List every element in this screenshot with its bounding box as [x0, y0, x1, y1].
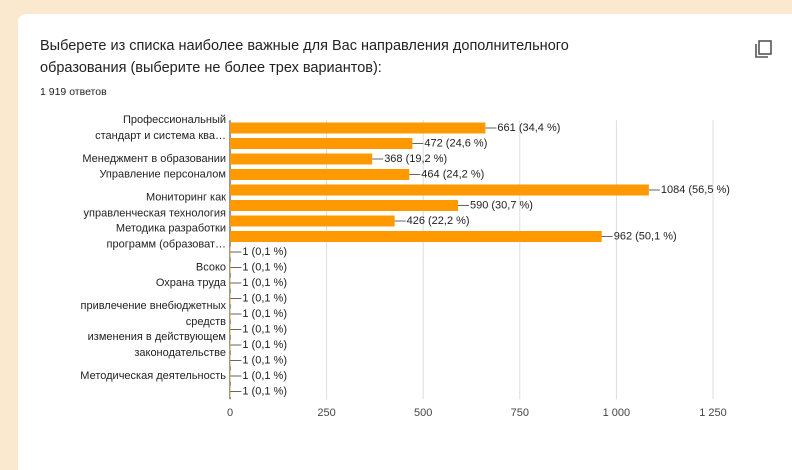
value-label: 426 (22,2 %) — [407, 215, 470, 227]
value-label: 590 (30,7 %) — [470, 199, 533, 211]
bar — [230, 122, 486, 134]
value-label: 472 (24,6 %) — [424, 137, 487, 149]
bar — [230, 293, 231, 304]
response-count: 1 919 ответов — [40, 86, 107, 98]
value-label: 368 (19,2 %) — [384, 153, 447, 165]
category-label-line: Методика разработки — [116, 222, 226, 234]
card — [18, 14, 792, 470]
bar — [230, 246, 231, 258]
bar — [230, 153, 373, 165]
bar — [230, 169, 410, 180]
category-label-line: программ (образоват… — [107, 238, 227, 250]
bar — [230, 355, 231, 366]
bar — [230, 262, 231, 273]
bar — [230, 231, 602, 242]
x-tick-label: 250 — [317, 407, 335, 419]
question-title-line: Выберете из списка наиболее важные для В… — [40, 38, 569, 54]
category-label: Мониторинг как управленческая технология — [84, 191, 227, 219]
value-label: 1 (0,1 %) — [242, 370, 287, 382]
value-label: 1 (0,1 %) — [242, 354, 287, 366]
category-label: Охрана труда — [156, 277, 227, 289]
bar — [230, 386, 231, 397]
category-label: Методика разработки программ (образоват… — [107, 222, 227, 250]
bar — [230, 277, 231, 289]
bar — [230, 324, 231, 335]
category-label: Управление персоналом — [99, 168, 226, 180]
category-label-line: Мониторинг как — [146, 191, 226, 203]
value-label: 1 (0,1 %) — [242, 339, 287, 351]
category-label-line: стандарт и система ква… — [95, 130, 226, 142]
question-title-line: образования (выберите не более трех вари… — [40, 60, 382, 76]
value-label: 661 (34,4 %) — [497, 122, 560, 134]
category-label: изменения в действующем законодательстве — [88, 331, 226, 359]
x-tick-label: 500 — [414, 407, 432, 419]
category-label: привлечение внебюджетных средств — [81, 300, 227, 328]
bar — [230, 308, 231, 320]
value-label: 1 (0,1 %) — [242, 323, 287, 335]
category-label: Всоко — [196, 261, 226, 273]
category-label: Методическая деятельность — [80, 370, 226, 382]
category-label-line: изменения в действующем — [88, 331, 226, 343]
category-label-line: законодательстве — [134, 347, 226, 359]
category-label-line: средств — [186, 316, 226, 328]
bar — [230, 215, 395, 227]
bar — [230, 184, 649, 196]
value-label: 1084 (56,5 %) — [661, 184, 730, 196]
category-label-line: управленческая технология — [84, 207, 226, 219]
bar — [230, 339, 231, 351]
value-label: 1 (0,1 %) — [242, 385, 287, 397]
category-label-line: Профессиональный — [123, 114, 226, 126]
x-tick-label: 1 000 — [603, 407, 631, 419]
value-label: 1 (0,1 %) — [242, 292, 287, 304]
copy-icon[interactable] — [755, 40, 772, 58]
x-tick-label: 750 — [511, 407, 529, 419]
x-tick-label: 0 — [227, 407, 233, 419]
bar — [230, 138, 413, 149]
value-label: 1 (0,1 %) — [242, 277, 287, 289]
value-label: 962 (50,1 %) — [614, 230, 677, 242]
value-label: 464 (24,2 %) — [421, 168, 484, 180]
value-label: 1 (0,1 %) — [242, 246, 287, 258]
bar — [230, 370, 231, 382]
category-label: Профессиональный стандарт и система ква… — [95, 114, 226, 142]
category-label: Менеджмент в образовании — [82, 153, 226, 165]
category-label-line: привлечение внебюджетных — [81, 300, 227, 312]
x-tick-label: 1 250 — [699, 407, 727, 419]
bar — [230, 200, 458, 211]
value-label: 1 (0,1 %) — [242, 308, 287, 320]
value-label: 1 (0,1 %) — [242, 261, 287, 273]
